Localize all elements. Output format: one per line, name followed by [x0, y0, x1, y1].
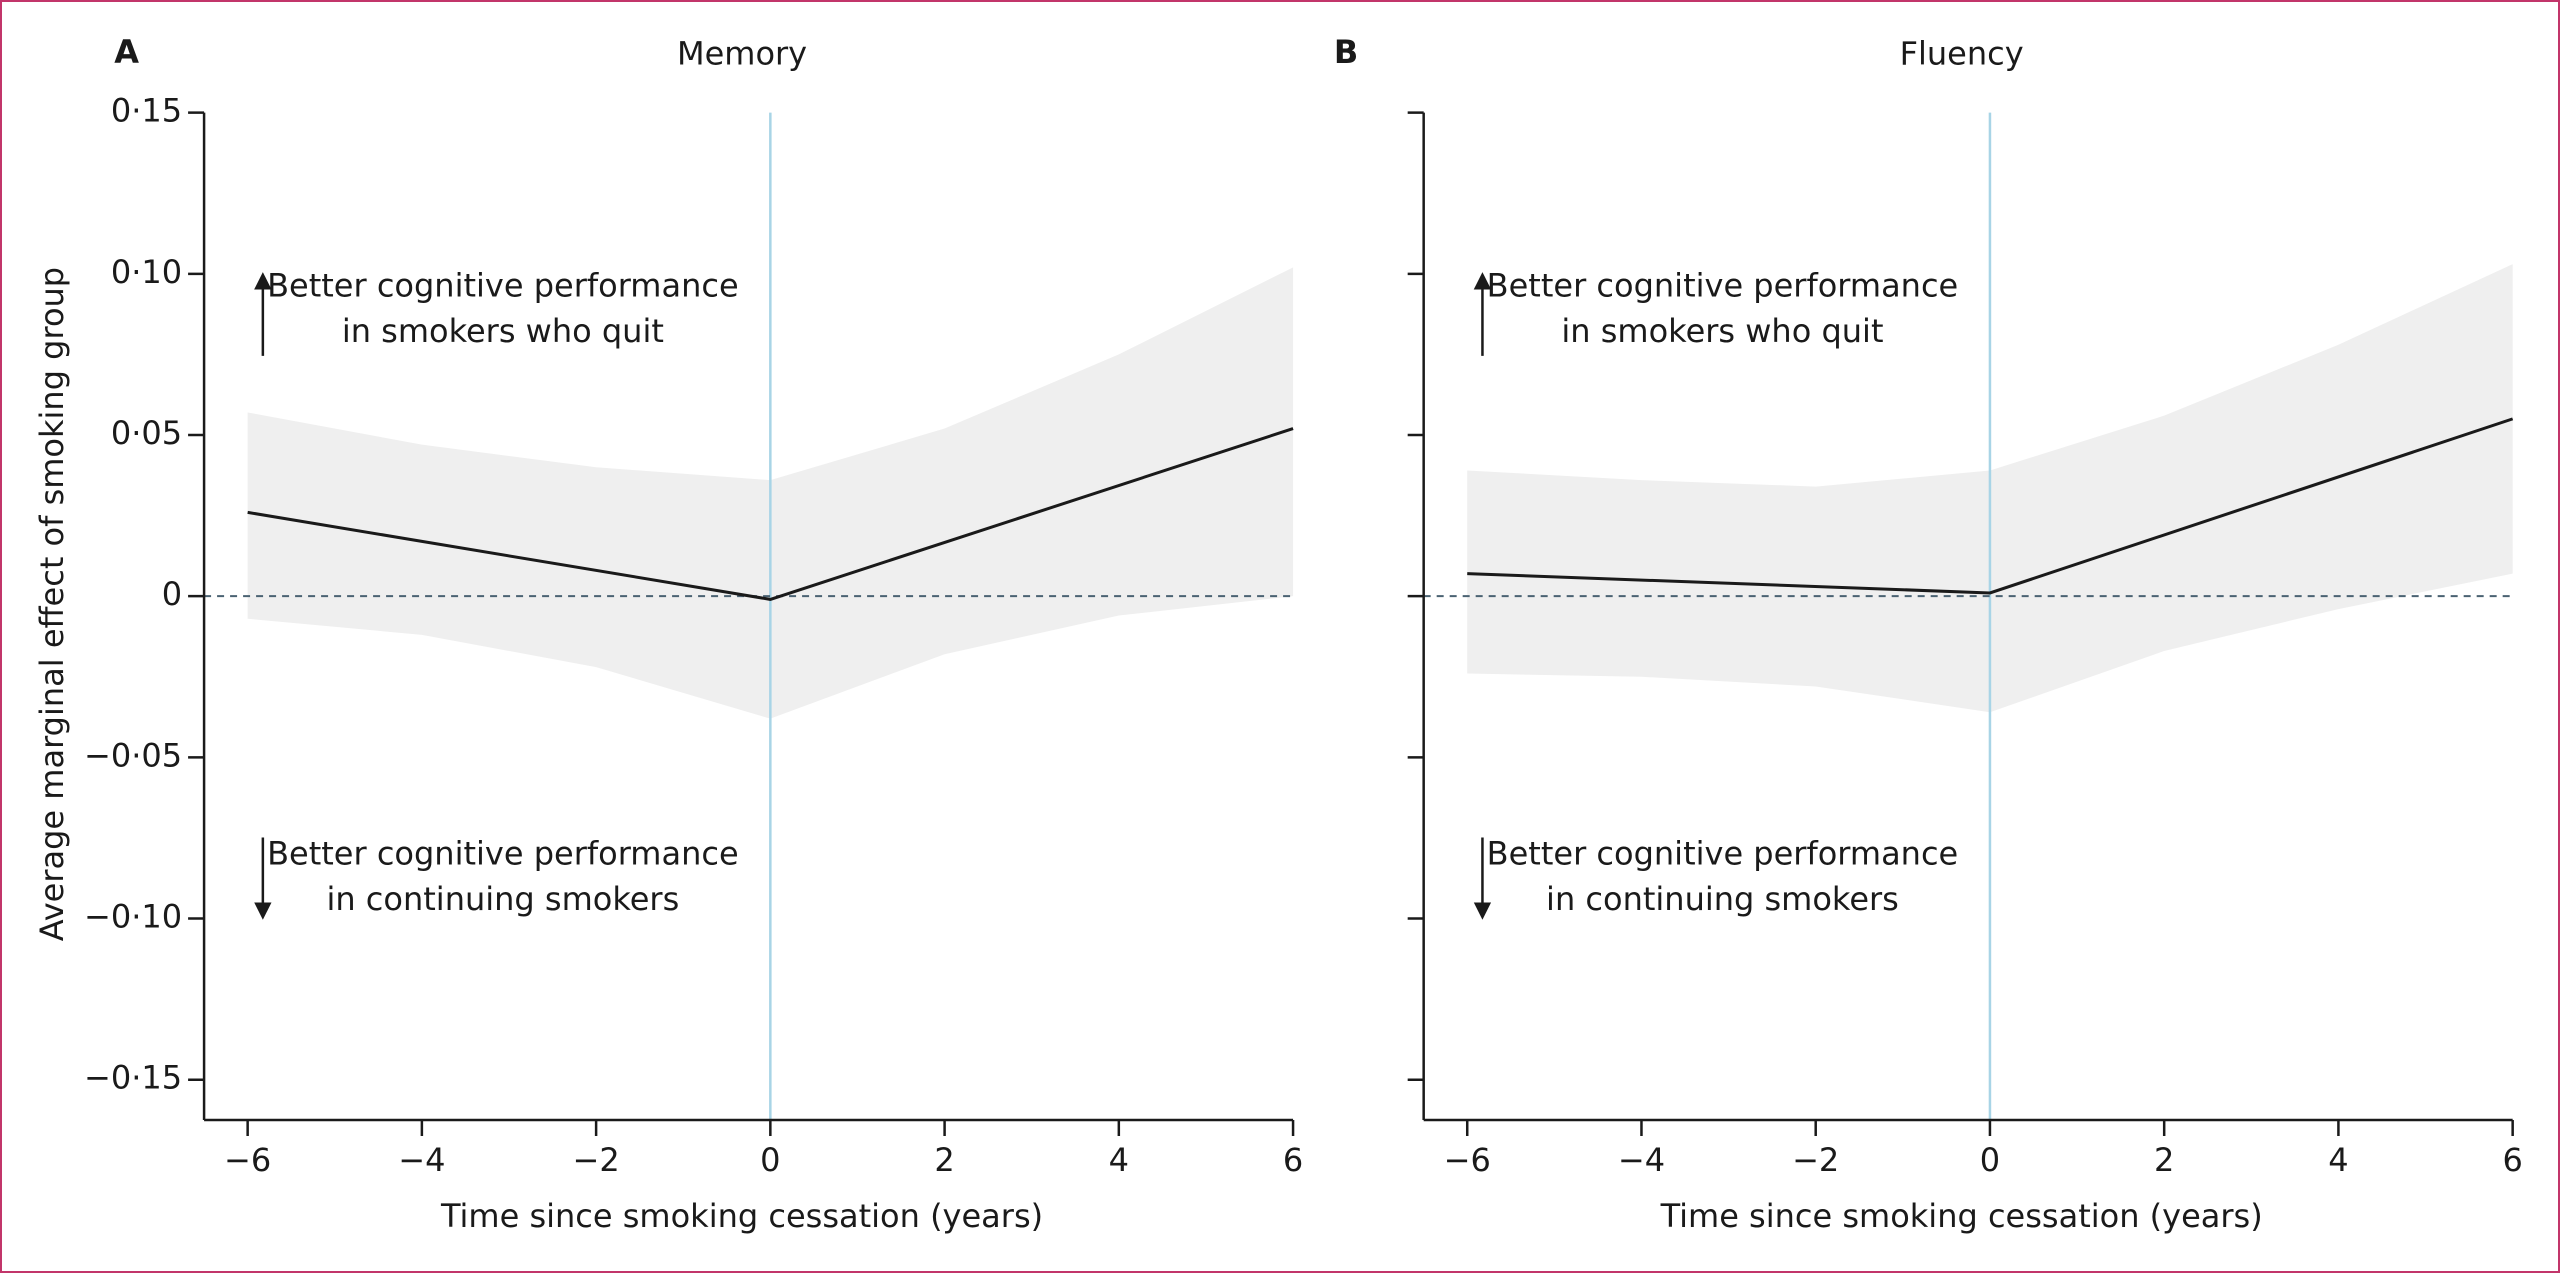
x-tick-label: −4 — [398, 1141, 445, 1179]
annotation-text: Better cognitive performance — [1487, 266, 1959, 304]
annotation-text: Better cognitive performance — [267, 835, 739, 873]
x-tick-label: 0 — [1980, 1141, 2000, 1179]
y-tick-label: 0 — [162, 575, 182, 613]
x-tick-label: 0 — [760, 1141, 780, 1179]
y-tick-label: 0·10 — [111, 253, 182, 291]
line-series — [247, 427, 1294, 601]
y-axis-label: Average marginal effect of smoking group — [33, 267, 71, 941]
annotation-text: in continuing smokers — [326, 880, 679, 918]
y-tick-label: 0·05 — [111, 414, 182, 452]
panel-title: Memory — [677, 35, 807, 73]
x-tick-label: −2 — [573, 1141, 620, 1179]
x-tick-label: −6 — [224, 1141, 271, 1179]
x-tick-label: 2 — [2154, 1141, 2174, 1179]
annotation-text: Better cognitive performance — [267, 266, 739, 304]
annotation-text: Better cognitive performance — [1487, 835, 1959, 873]
annotation-text: in smokers who quit — [1561, 312, 1883, 350]
annotation-text: in smokers who quit — [342, 312, 664, 350]
annotation-text: in continuing smokers — [1546, 880, 1899, 918]
y-tick-label: −0·10 — [84, 898, 182, 936]
panel-label: B — [1334, 33, 1358, 71]
x-tick-label: −6 — [1444, 1141, 1491, 1179]
x-tick-label: 6 — [1283, 1141, 1303, 1179]
y-tick-label: −0·05 — [84, 736, 182, 774]
x-tick-label: 6 — [2502, 1141, 2522, 1179]
y-tick-label: 0·15 — [111, 92, 182, 130]
panel-title: Fluency — [1900, 35, 2024, 73]
line-series — [1467, 417, 2514, 595]
panel-label: A — [114, 33, 139, 71]
x-tick-label: −2 — [1792, 1141, 1839, 1179]
y-tick-label: −0·15 — [84, 1059, 182, 1097]
x-tick-label: 2 — [934, 1141, 954, 1179]
x-tick-label: −4 — [1618, 1141, 1665, 1179]
x-tick-label: 4 — [2328, 1141, 2348, 1179]
x-axis-label: Time since smoking cessation (years) — [1660, 1197, 2263, 1235]
x-axis-label: Time since smoking cessation (years) — [440, 1197, 1043, 1235]
x-tick-label: 4 — [1109, 1141, 1129, 1179]
